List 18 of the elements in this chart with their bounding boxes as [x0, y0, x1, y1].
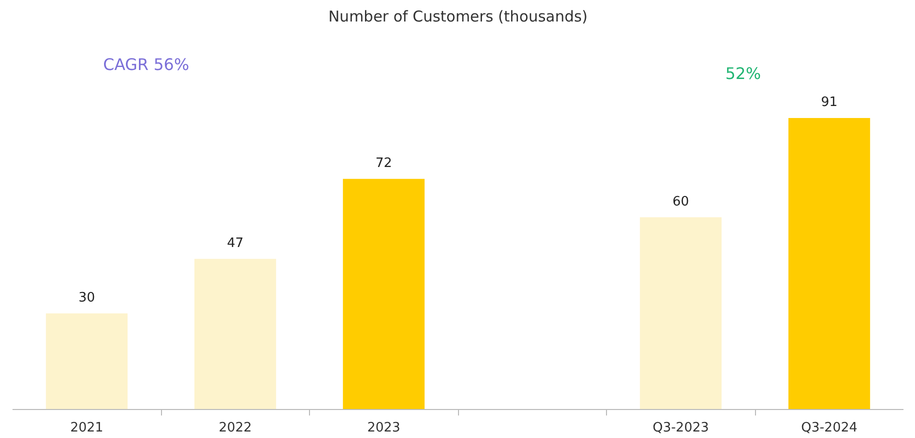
x-tick-label: 2023: [367, 420, 400, 436]
text: CAGR 56%: [103, 55, 190, 74]
x-tick-label: 2021: [70, 420, 104, 436]
bar: [194, 258, 276, 410]
chart-title: Number of Customers (thousands): [328, 8, 588, 26]
data-label: 91: [820, 94, 838, 110]
bar: [640, 217, 722, 410]
data-label: 72: [375, 156, 392, 171]
data-label: 30: [78, 290, 96, 306]
bar: [788, 118, 870, 410]
bar: [342, 178, 425, 410]
data-label: 60: [672, 194, 690, 210]
data-label: 47: [226, 236, 244, 251]
x-tick-label: Q3-2024: [801, 420, 858, 436]
bar: [46, 313, 128, 410]
x-tick-label: 2022: [218, 420, 252, 436]
x-tick-label: Q3-2023: [652, 420, 709, 436]
text: 52%: [725, 64, 761, 83]
